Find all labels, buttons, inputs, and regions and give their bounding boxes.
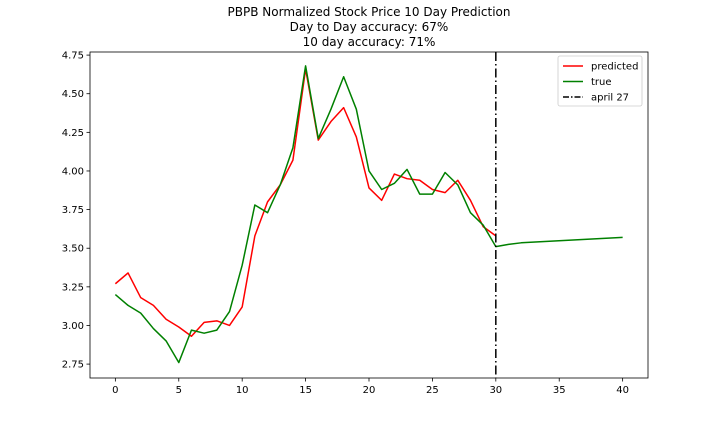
y-tick-label: 4.25	[62, 128, 84, 139]
y-tick-label: 4.50	[62, 89, 84, 100]
x-tick-label: 35	[553, 385, 566, 396]
chart-title-line-3: 10 day accuracy: 71%	[303, 35, 436, 49]
series-line-true	[114, 65, 623, 364]
x-tick-label: 15	[299, 385, 312, 396]
x-tick-label: 30	[489, 385, 502, 396]
y-tick-label: 3.25	[62, 282, 84, 293]
y-tick-label: 4.75	[62, 51, 84, 62]
y-tick-label: 2.75	[62, 360, 84, 371]
x-tick-label: 40	[616, 385, 629, 396]
x-tick-label: 25	[426, 385, 439, 396]
y-tick-label: 3.75	[62, 205, 84, 216]
x-tick-label: 10	[236, 385, 249, 396]
chart-title-line-1: PBPB Normalized Stock Price 10 Day Predi…	[228, 5, 511, 19]
series-line-predicted	[114, 68, 497, 338]
y-tick-label: 4.00	[62, 166, 84, 177]
y-tick-label: 3.00	[62, 321, 84, 332]
y-tick-label: 3.50	[62, 244, 84, 255]
chart-title: PBPB Normalized Stock Price 10 Day Predi…	[228, 5, 511, 49]
x-tick-label: 5	[176, 385, 182, 396]
y-axis: 2.75 3.00 3.25 3.50 3.75 4.00 4.25 4.50 4.75	[62, 51, 90, 371]
x-tick-label: 20	[363, 385, 376, 396]
chart-title-line-2: Day to Day accuracy: 67%	[290, 20, 449, 34]
x-axis: 0 5 10 15 20 25 30 35 40	[112, 378, 629, 396]
legend-label: april 27	[591, 93, 629, 104]
legend-label: true	[591, 77, 612, 88]
x-tick-label: 0	[112, 385, 118, 396]
legend-label: predicted	[591, 62, 638, 73]
legend: predicted true april 27	[557, 55, 643, 107]
legend-box	[557, 55, 643, 107]
